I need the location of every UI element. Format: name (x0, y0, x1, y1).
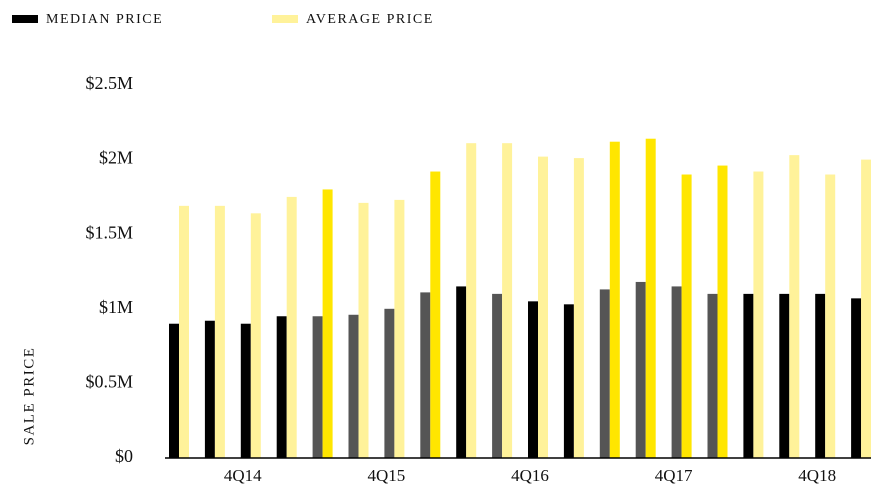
x-tick-label: 4Q14 (224, 466, 262, 485)
x-tick-label: 4Q17 (655, 466, 693, 485)
y-tick-label: $0.5M (85, 372, 133, 392)
bar (681, 174, 692, 458)
bar (420, 292, 431, 458)
bar (563, 304, 574, 458)
bar (707, 293, 718, 458)
bar (430, 171, 441, 458)
bar (322, 189, 333, 458)
y-axis-label: SALE PRICE (21, 347, 37, 446)
bar (815, 293, 826, 458)
bar (276, 316, 287, 458)
bar (502, 143, 513, 459)
bar (743, 293, 754, 458)
bar (492, 293, 503, 458)
bar (169, 323, 179, 458)
bar (645, 138, 656, 458)
bar (179, 205, 189, 458)
y-tick-label: $2M (99, 148, 133, 168)
y-tick-label: $0 (115, 446, 133, 466)
bar (671, 286, 682, 458)
bar (204, 320, 215, 458)
bar (825, 174, 836, 458)
bar (573, 158, 584, 458)
bar (214, 205, 225, 458)
legend-label: MEDIAN PRICE (46, 12, 163, 27)
bar (538, 156, 548, 458)
y-tick-label: $1.5M (85, 222, 133, 242)
legend-swatch (272, 15, 298, 23)
bar (456, 286, 467, 458)
x-tick-label: 4Q16 (511, 466, 549, 485)
bar (240, 323, 251, 458)
bar (348, 314, 359, 458)
bar (528, 301, 538, 458)
bar (312, 316, 323, 458)
legend-label: AVERAGE PRICE (306, 12, 434, 27)
bar (861, 159, 871, 458)
bar (779, 293, 790, 458)
x-tick-label: 4Q15 (368, 466, 406, 485)
bar (358, 202, 369, 458)
y-tick-label: $2.5M (85, 73, 133, 93)
bar (394, 199, 405, 458)
bar (466, 143, 477, 459)
bar (286, 196, 297, 458)
bar (635, 281, 646, 458)
y-tick-label: $1M (99, 297, 133, 317)
legend-swatch (12, 15, 38, 23)
bar (609, 141, 620, 459)
bar (250, 213, 261, 458)
bar (717, 165, 728, 458)
bar (753, 171, 764, 458)
bar (789, 155, 800, 458)
bar (851, 298, 862, 458)
x-tick-label: 4Q18 (798, 466, 836, 485)
bar (599, 289, 610, 458)
bar (384, 308, 395, 458)
